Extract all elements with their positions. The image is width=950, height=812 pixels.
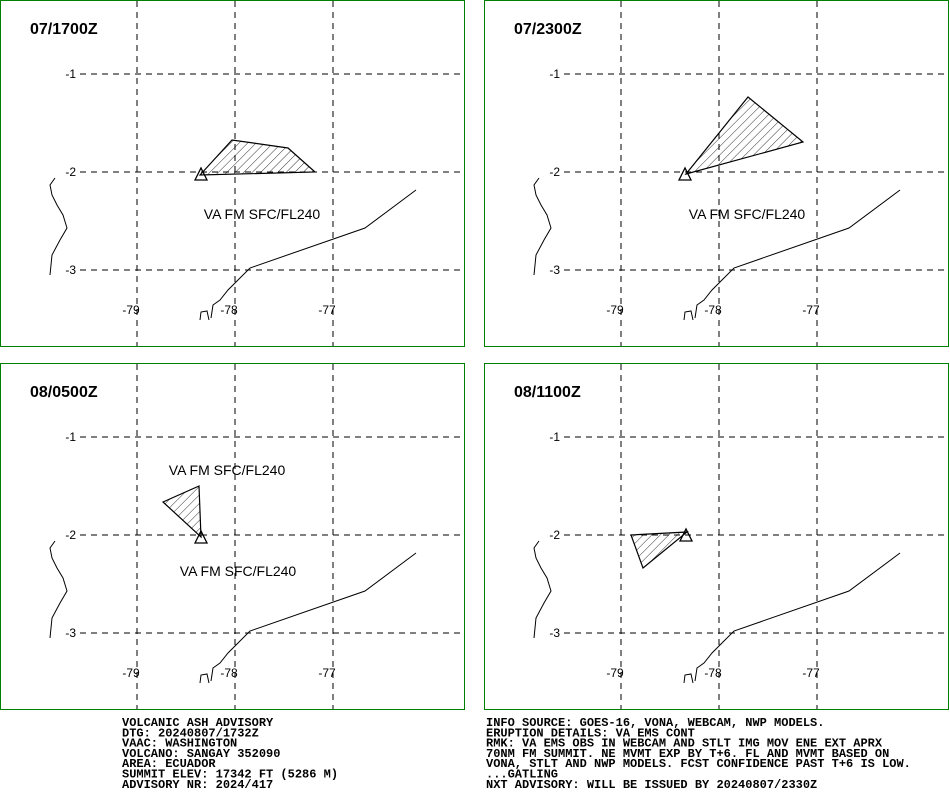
valid-time: 07/1700Z	[30, 21, 98, 38]
lat-label: -3	[65, 263, 76, 277]
ash-label: VA FM SFC/FL240	[180, 563, 297, 579]
coastline	[199, 310, 210, 321]
advisory-line: NXT ADVISORY: WILL BE ISSUED BY 20240807…	[486, 778, 817, 792]
coastline	[533, 177, 552, 276]
map-panel: -1 -2 -3 -79 -78 -77 08/1100Z VA FM SFC/FL240	[169, 363, 949, 710]
advisory-line: DTG: 20240807/1732Z	[122, 726, 259, 740]
coastline	[683, 673, 694, 684]
lat-label: -2	[549, 528, 560, 542]
ash-label: VA FM SFC/FL240	[689, 206, 806, 222]
valid-time: 08/1100Z	[514, 384, 581, 401]
lon-label: -77	[802, 666, 820, 680]
lat-label: -3	[549, 263, 560, 277]
advisory-line: AREA: ECUADOR	[122, 757, 216, 771]
lon-label: -78	[704, 303, 722, 317]
ash-area	[630, 531, 689, 570]
lat-label: -3	[65, 626, 76, 640]
lat-label: -2	[65, 528, 76, 542]
coastline	[210, 189, 417, 319]
advisory-line: VAAC: WASHINGTON	[122, 737, 237, 751]
lon-label: -77	[802, 303, 820, 317]
coastline	[49, 540, 68, 639]
lon-label: -79	[606, 666, 624, 680]
coastline	[694, 189, 901, 319]
lon-label: -79	[606, 303, 624, 317]
volcano-icon	[193, 166, 209, 181]
lat-label: -3	[549, 626, 560, 640]
ash-label: VA FM SFC/FL240	[204, 206, 321, 222]
coastline	[533, 540, 552, 639]
advisory-line: ERUPTION DETAILS: VA EMS CONT	[486, 726, 695, 740]
coastline	[694, 552, 901, 682]
lon-label: -78	[220, 666, 238, 680]
map-panel: -1 -2 -3 -79 -78 -77 08/0500Z VA FM SFC/FL240	[0, 363, 465, 710]
advisory-line: INFO SOURCE: GOES-16, VONA, WEBCAM, NWP …	[486, 716, 824, 730]
coastline	[49, 177, 68, 276]
panel-border	[484, 363, 949, 710]
volcano-icon	[678, 527, 694, 542]
ash-area	[198, 139, 317, 176]
coastline	[199, 673, 210, 684]
lat-label: -2	[65, 165, 76, 179]
lon-label: -79	[122, 666, 140, 680]
panel-border	[484, 0, 949, 347]
valid-time: 07/2300Z	[514, 21, 582, 38]
lon-label: -79	[122, 303, 140, 317]
coastline	[210, 552, 417, 682]
lon-label: -77	[318, 666, 336, 680]
advisory-line: ...GATLING	[486, 768, 558, 782]
lat-label: -1	[549, 430, 560, 444]
lat-label: -1	[65, 430, 76, 444]
lat-label: -1	[549, 67, 560, 81]
ash-area	[161, 485, 202, 539]
map-panel: -1 -2 -3 -79 -78 -77 07/2300Z VA FM SFC/FL240	[484, 0, 949, 347]
lon-label: -78	[704, 666, 722, 680]
ash-label: VA FM SFC/FL240	[169, 462, 286, 478]
advisory-line: ADVISORY NR: 2024/417	[122, 778, 273, 792]
advisory-line: VONA, STLT AND NWP MODELS. FCST CONFIDEN…	[486, 757, 911, 771]
advisory-line: SUMMIT ELEV: 17342 FT (5286 M)	[122, 768, 338, 782]
advisory-line: RMK: VA EMS OBS IN WEBCAM AND STLT IMG M…	[486, 737, 883, 751]
panel-border	[0, 363, 465, 710]
lat-label: -1	[65, 67, 76, 81]
lon-label: -77	[318, 303, 336, 317]
ash-area	[684, 96, 805, 176]
volcano-icon	[193, 529, 209, 544]
advisory-line: VOLCANO: SANGAY 352090	[122, 747, 280, 761]
volcano-icon	[677, 166, 693, 181]
lon-label: -78	[220, 303, 238, 317]
lat-label: -2	[549, 165, 560, 179]
valid-time: 08/0500Z	[30, 384, 98, 401]
map-panel: -1 -2 -3 -79 -78 -77 07/1700Z VA FM SFC/FL240	[0, 0, 465, 347]
advisory-line: VOLCANIC ASH ADVISORY	[122, 716, 274, 730]
coastline	[683, 310, 694, 321]
advisory-line: 70NM FM SUMMIT. NE MVMT EXP BY T+6. FL A…	[486, 747, 889, 761]
panel-border	[0, 0, 465, 347]
